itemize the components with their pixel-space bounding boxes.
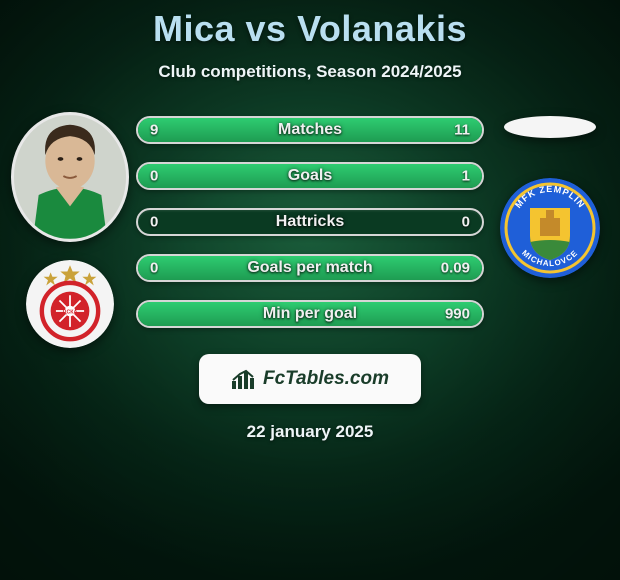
stat-label: Matches — [278, 121, 342, 139]
stat-bar: 0 0 Hattricks — [136, 208, 484, 236]
subtitle: Club competitions, Season 2024/2025 — [0, 62, 620, 82]
stat-label: Min per goal — [263, 305, 357, 323]
stats-bars: 9 11 Matches 0 1 Goals 0 0 Hattricks 0 0.09 Goals p… — [130, 112, 490, 346]
svg-text:ЦСКА: ЦСКА — [63, 310, 78, 316]
comparison-card: Mica vs Volanakis Club competitions, Sea… — [0, 0, 620, 580]
stat-value-right: 0 — [462, 214, 470, 231]
brand-bars-icon — [231, 369, 257, 389]
footer: FcTables.com 22 january 2025 — [0, 354, 620, 442]
left-player-column: ЦСКА — [10, 112, 130, 348]
stat-fill-left — [138, 118, 293, 142]
stat-value-left: 0 — [150, 214, 158, 231]
main-row: ЦСКА 9 11 Matches 0 1 Goals 0 0 Hattricks 0 0.09 Go… — [0, 112, 620, 348]
stat-value-left: 9 — [150, 122, 158, 139]
left-club-badge: ЦСКА — [26, 260, 114, 348]
stat-value-right: 1 — [462, 168, 470, 185]
stat-bar: 0 1 Goals — [136, 162, 484, 190]
page-title: Mica vs Volanakis — [0, 8, 620, 50]
right-player-photo — [504, 116, 596, 138]
stat-value-left: 0 — [150, 260, 158, 277]
stat-label: Goals — [288, 167, 332, 185]
date-text: 22 january 2025 — [0, 422, 620, 442]
right-player-column: MFK ZEMPLÍN MICHALOVCE — [490, 112, 610, 278]
brand-text: FcTables.com — [263, 368, 389, 390]
stat-value-right: 0.09 — [441, 260, 470, 277]
stat-bar: 0 0.09 Goals per match — [136, 254, 484, 282]
stat-label: Goals per match — [247, 259, 372, 277]
brand-box: FcTables.com — [199, 354, 421, 404]
stat-bar: 9 11 Matches — [136, 116, 484, 144]
stat-value-right: 990 — [445, 306, 470, 323]
stat-label: Hattricks — [276, 213, 344, 231]
stat-bar: 990 Min per goal — [136, 300, 484, 328]
left-player-photo — [11, 112, 129, 242]
stat-value-left: 0 — [150, 168, 158, 185]
right-club-badge: MFK ZEMPLÍN MICHALOVCE — [500, 178, 600, 278]
stat-value-right: 11 — [454, 122, 470, 139]
